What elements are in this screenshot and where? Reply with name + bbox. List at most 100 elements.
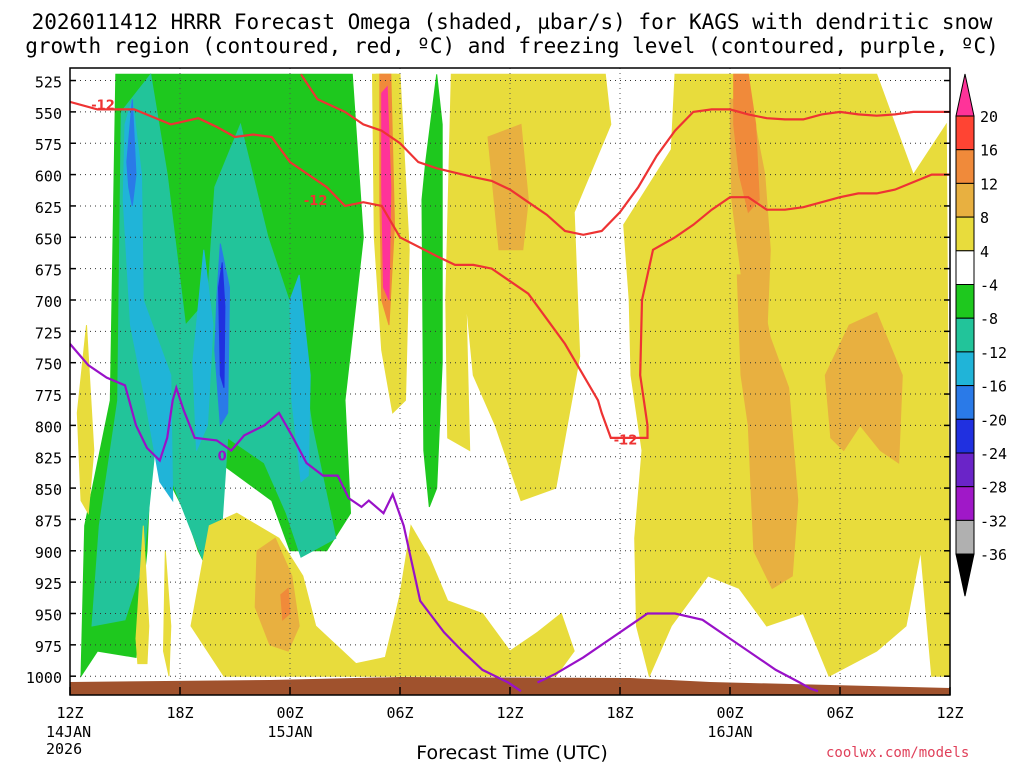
y-tick-label-975: 975 bbox=[35, 638, 62, 656]
colorbar-box-12 bbox=[955, 486, 975, 521]
colorbar-label-4: 4 bbox=[980, 243, 989, 261]
contour-label-2: -12 bbox=[304, 194, 328, 209]
dgz-line-0 bbox=[70, 100, 649, 439]
x-date-label-0: 14JAN bbox=[46, 723, 91, 741]
colorbar-box-5 bbox=[955, 250, 975, 286]
y-tick-label-1000: 1000 bbox=[26, 669, 62, 687]
colorbar-label-11: -28 bbox=[980, 479, 1007, 497]
y-tick-label-700: 700 bbox=[35, 293, 62, 311]
y-tick-label-900: 900 bbox=[35, 544, 62, 562]
colorbar-box-8 bbox=[955, 351, 975, 387]
omega-region-25 bbox=[381, 85, 392, 301]
y-tick-label-550: 550 bbox=[35, 105, 62, 123]
y-tick-label-725: 725 bbox=[35, 324, 62, 342]
omega-region-22 bbox=[280, 587, 291, 621]
x-tick-label-24: 12Z bbox=[496, 704, 523, 722]
colorbar-label-8: -16 bbox=[980, 378, 1007, 396]
contour-labels: -12 -12 -12 0 bbox=[91, 99, 638, 465]
y-tick-label-875: 875 bbox=[35, 512, 62, 530]
colorbar-box-11 bbox=[955, 452, 975, 488]
contour-lines bbox=[70, 73, 950, 693]
colorbar-label-7: -12 bbox=[980, 344, 1007, 362]
omega-region-1 bbox=[421, 74, 443, 508]
colorbar-label-12: -32 bbox=[980, 512, 1007, 530]
omega-region-2 bbox=[91, 73, 337, 627]
omega-region-15 bbox=[162, 550, 172, 677]
freezing-line-1 bbox=[537, 612, 819, 693]
grid-lines bbox=[70, 68, 950, 695]
freezing-line-0 bbox=[70, 343, 522, 693]
y-tick-label-575: 575 bbox=[35, 136, 62, 154]
x-tick-label-12: 00Z bbox=[276, 704, 303, 722]
x-tick-label-36: 00Z bbox=[716, 704, 743, 722]
colorbar-label-9: -20 bbox=[980, 411, 1007, 429]
omega-region-4 bbox=[289, 274, 311, 483]
x-tick-label-6: 18Z bbox=[166, 704, 193, 722]
y-tick-label-675: 675 bbox=[35, 262, 62, 280]
omega-region-11 bbox=[623, 73, 950, 678]
omega-region-10 bbox=[445, 73, 612, 502]
colorbar-label-13: -36 bbox=[980, 546, 1007, 564]
colorbar-box-13 bbox=[955, 519, 975, 555]
colorbar-box-7 bbox=[955, 317, 975, 353]
x-tick-label-42: 06Z bbox=[826, 704, 853, 722]
x-date-label-12: 15JAN bbox=[267, 723, 312, 741]
colorbar-label-2: 12 bbox=[980, 175, 998, 193]
x-tick-label-48: 12Z bbox=[936, 704, 963, 722]
y-tick-label-800: 800 bbox=[35, 418, 62, 436]
colorbar-box-9 bbox=[955, 385, 975, 420]
contour-label-3: 0 bbox=[218, 450, 227, 465]
contour-label-1: -12 bbox=[614, 433, 638, 448]
omega-region-21 bbox=[733, 73, 760, 214]
omega-region-20 bbox=[487, 123, 529, 251]
colorbar-box-3 bbox=[955, 182, 975, 218]
colorbar-box-10 bbox=[955, 418, 975, 454]
omega-region-3 bbox=[122, 99, 174, 503]
x-axis-title: Forecast Time (UTC) bbox=[416, 742, 608, 764]
y-tick-label-775: 775 bbox=[35, 387, 62, 405]
y-tick-label-625: 625 bbox=[35, 199, 62, 217]
y-tick-label-825: 825 bbox=[35, 450, 62, 468]
omega-region-14 bbox=[135, 525, 150, 665]
colorbar-label-5: -4 bbox=[980, 277, 998, 295]
y-tick-label-750: 750 bbox=[35, 356, 62, 374]
y-tick-label-600: 600 bbox=[35, 168, 62, 186]
y-tick-label-950: 950 bbox=[35, 606, 62, 624]
colorbar-label-0: 20 bbox=[980, 108, 998, 126]
y-tick-label-925: 925 bbox=[35, 575, 62, 593]
y-tick-label-525: 525 bbox=[35, 74, 62, 92]
colorbar-label-10: -24 bbox=[980, 445, 1007, 463]
omega-shading bbox=[76, 73, 950, 678]
omega-region-16 bbox=[254, 537, 300, 652]
colorbar-top-arrow bbox=[955, 73, 975, 117]
colorbar-box-4 bbox=[955, 216, 975, 252]
omega-region-5 bbox=[192, 249, 214, 451]
colorbar-label-3: 8 bbox=[980, 209, 989, 227]
omega-region-12 bbox=[190, 512, 575, 677]
colorbar-box-1 bbox=[955, 115, 975, 151]
omega-region-19 bbox=[824, 311, 903, 464]
omega-region-13 bbox=[76, 325, 95, 515]
x-tick-label-18: 06Z bbox=[386, 704, 413, 722]
chart-title-line1: 2026011412 HRRR Forecast Omega (shaded, … bbox=[31, 10, 993, 34]
credit-text: coolwx.com/models bbox=[826, 745, 970, 761]
colorbar-label-6: -8 bbox=[980, 310, 998, 328]
colorbar-box-2 bbox=[955, 149, 975, 184]
dgz-line-1 bbox=[300, 73, 950, 236]
y-axis: 525 550 575 600 625 650 675 700 725 750 775 800 825 8… bbox=[26, 74, 950, 687]
chart-title-line2: growth region (contoured, red, ºC) and f… bbox=[25, 34, 999, 58]
dgz-line-2 bbox=[639, 173, 950, 426]
x-year-label: 2026 bbox=[46, 740, 82, 758]
colorbar-box-6 bbox=[955, 284, 975, 319]
omega-region-18 bbox=[736, 274, 799, 590]
contour-label-0: -12 bbox=[91, 99, 115, 114]
colorbar-bottom-arrow bbox=[955, 553, 975, 597]
x-date-label-36: 16JAN bbox=[707, 723, 752, 741]
omega-region-8 bbox=[217, 262, 226, 388]
colorbar: 20 16 12 8 4 -4 -8 -12 -16 -20 -24 -28 -32 -36 bbox=[955, 73, 1007, 597]
colorbar-label-1: 16 bbox=[980, 142, 998, 160]
y-tick-label-650: 650 bbox=[35, 230, 62, 248]
y-tick-label-850: 850 bbox=[35, 481, 62, 499]
